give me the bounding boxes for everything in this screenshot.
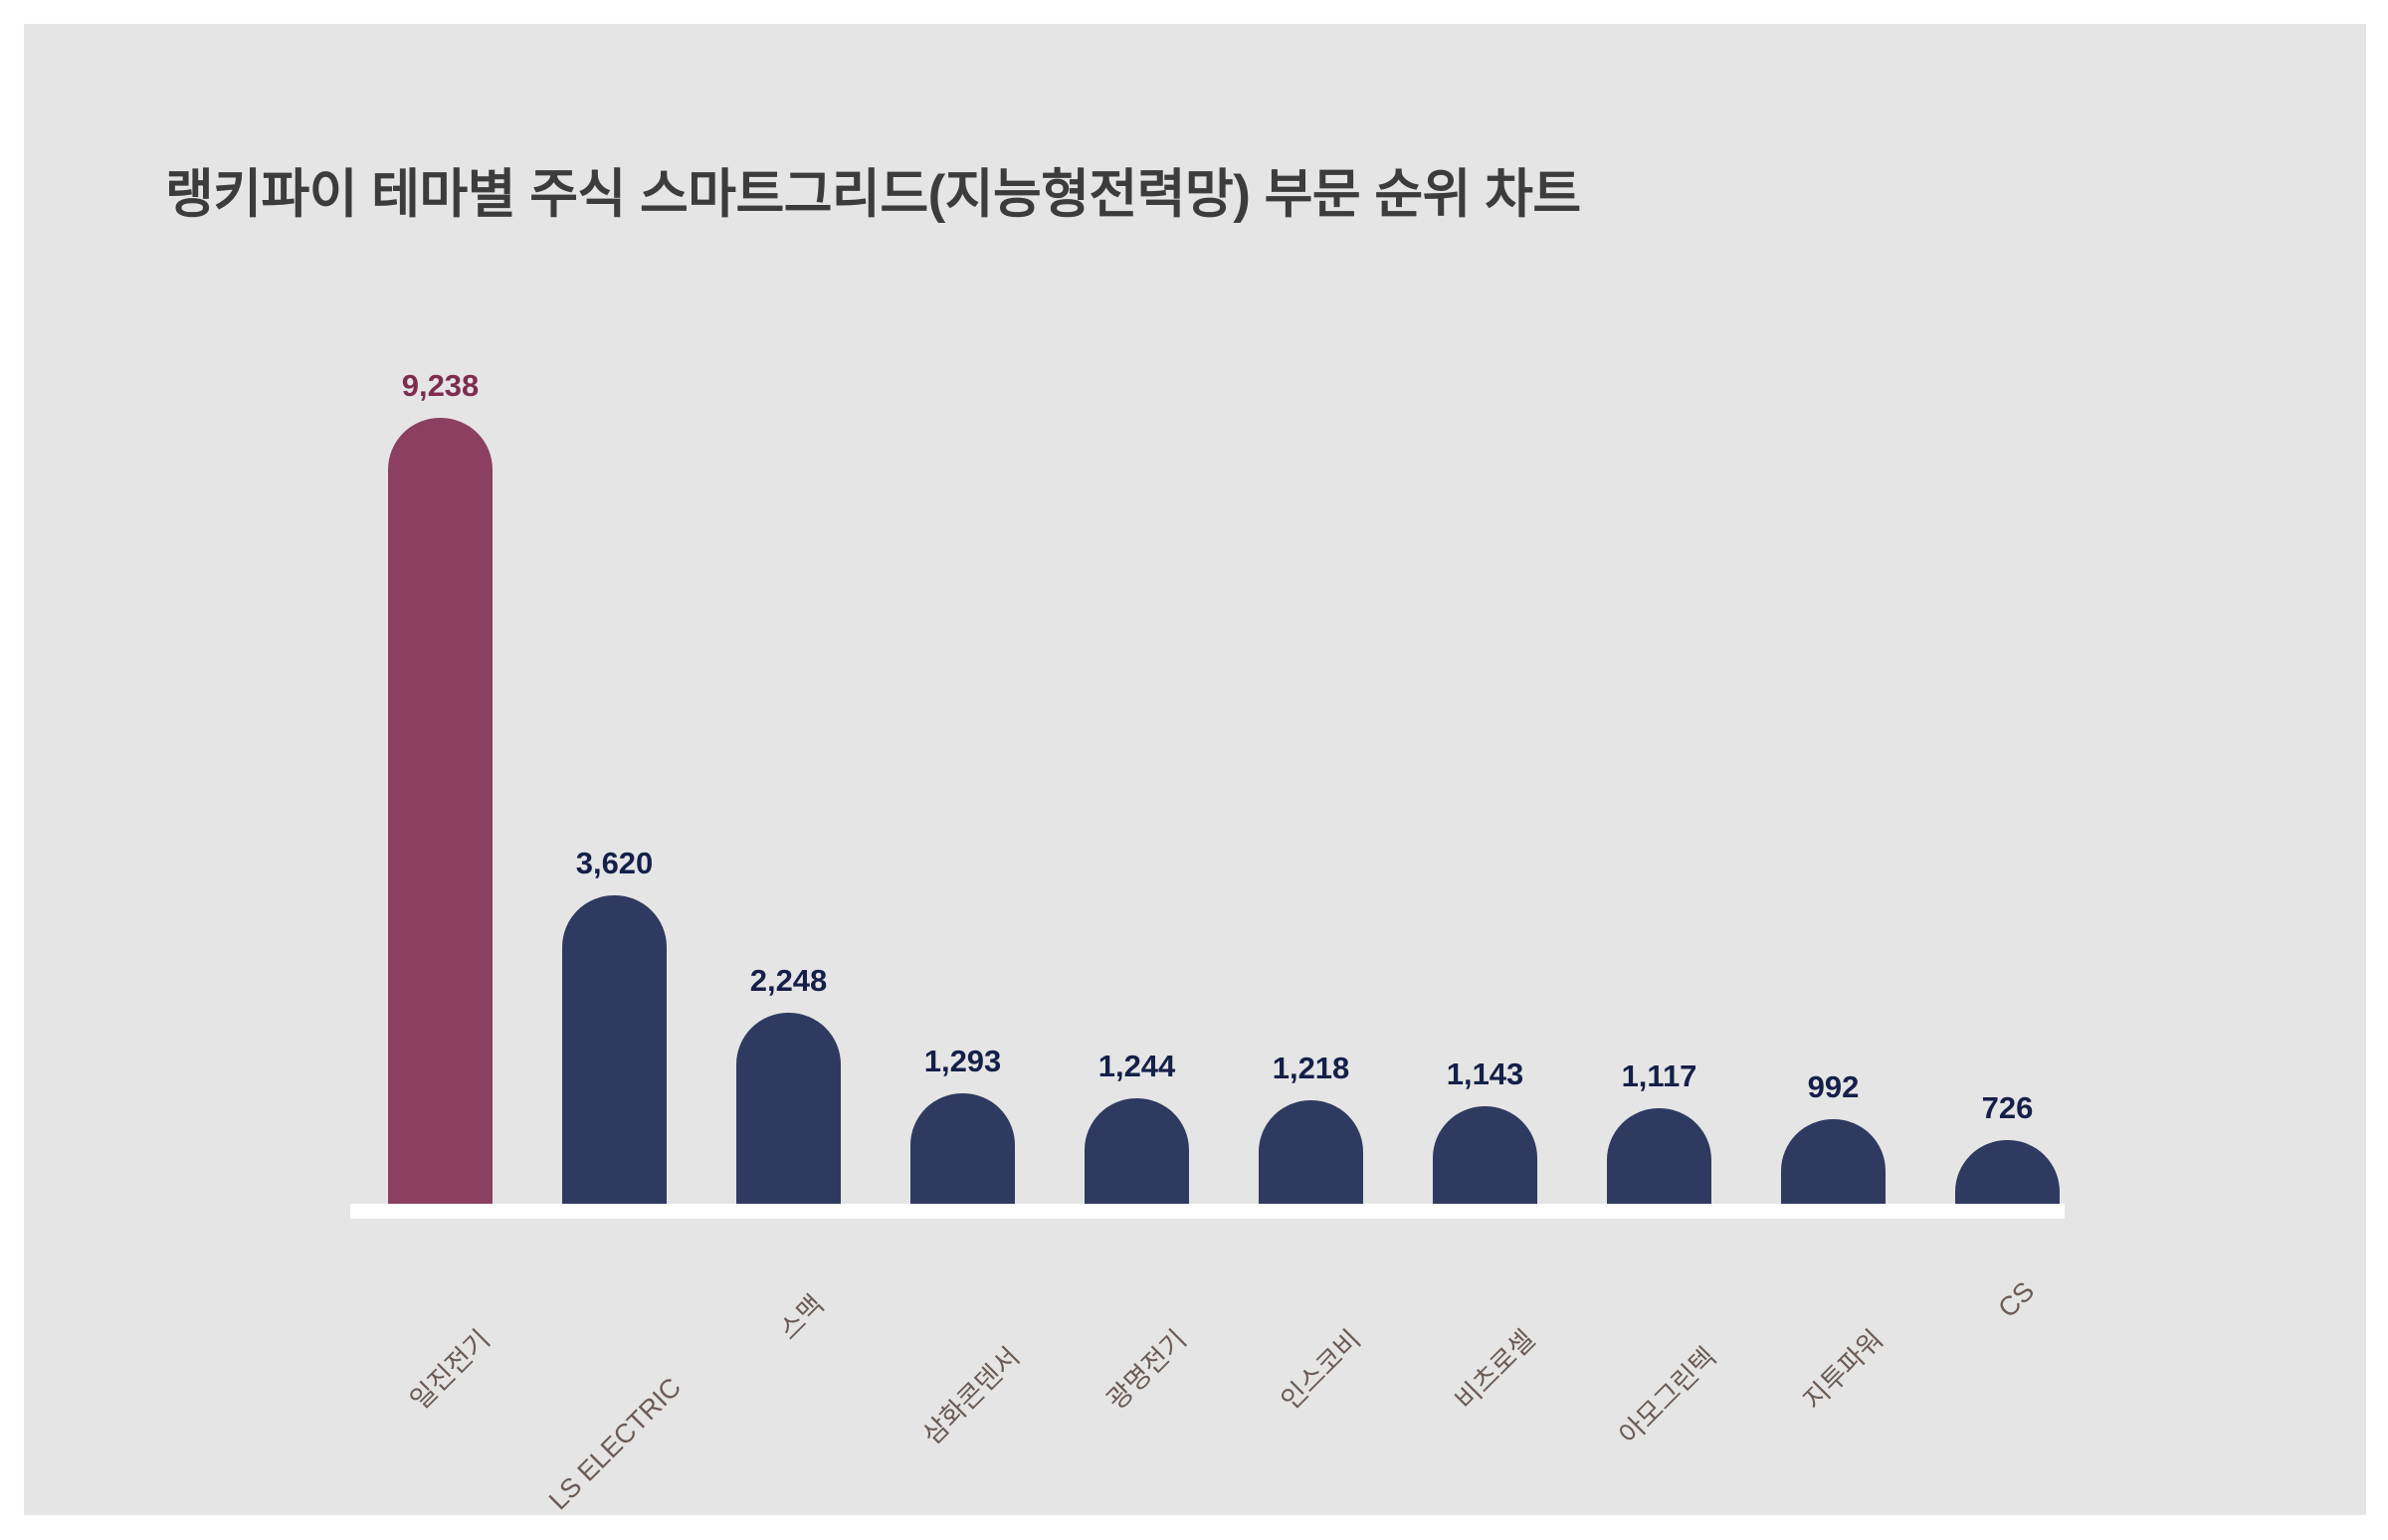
bar-value-label: 992 <box>1807 1069 1860 1105</box>
bar-value-label: 1,244 <box>1097 1048 1176 1083</box>
chart-panel: 랭키파이 테마별 주식 스마트그리드(지능형전력망) 부문 순위 차트 9,23… <box>24 24 2366 1515</box>
bar-value-label: 726 <box>1981 1090 2034 1125</box>
category-label: 스맥 <box>772 1289 830 1346</box>
category-label-wrap: 비츠로셀 <box>1433 1250 1539 1415</box>
bar-value-label: 3,620 <box>575 846 654 881</box>
bar[interactable] <box>1955 1140 2060 1204</box>
axis-baseline <box>350 1204 2065 1219</box>
category-label: 삼화콘덴서 <box>916 1341 1026 1450</box>
bar[interactable] <box>736 1012 841 1204</box>
category-label: LS ELECTRIC <box>542 1372 687 1515</box>
category-label-wrap: CS <box>1955 1250 2060 1324</box>
category-label-wrap: LS ELECTRIC <box>542 1250 686 1515</box>
category-label: CS <box>1991 1275 2040 1324</box>
bar-value-label: 1,218 <box>1272 1050 1350 1085</box>
category-label-wrap: 스맥 <box>736 1250 841 1345</box>
plot-area: 9,238 3,620 2,248 1,293 1,244 1,218 1,143 1,117… <box>24 24 2366 1515</box>
bar-value-label: 1,143 <box>1446 1057 1524 1092</box>
bar[interactable] <box>1607 1108 1711 1204</box>
category-label: 인스코비 <box>1275 1324 1366 1416</box>
bar[interactable] <box>1259 1099 1363 1204</box>
bar[interactable] <box>910 1093 1015 1204</box>
bar[interactable] <box>1433 1106 1537 1204</box>
category-label-wrap: 지투파워 <box>1781 1250 1888 1415</box>
bar-value-label: 1,117 <box>1621 1059 1697 1094</box>
bar-value-label: 2,248 <box>749 962 828 998</box>
category-label: 비츠로셀 <box>1449 1324 1540 1416</box>
category-label: 광명전기 <box>1100 1324 1192 1416</box>
bar-value-label: 9,238 <box>401 368 480 403</box>
bar[interactable] <box>388 418 493 1204</box>
category-label: 일진전기 <box>404 1324 496 1416</box>
category-label-wrap: 일진전기 <box>388 1250 495 1415</box>
bar[interactable] <box>1781 1119 1886 1204</box>
category-label: 아모그린텍 <box>1613 1341 1722 1450</box>
category-label: 지투파워 <box>1797 1324 1889 1416</box>
bar-value-label: 1,293 <box>923 1044 1002 1079</box>
category-label-wrap: 광명전기 <box>1085 1250 1191 1415</box>
category-label-wrap: 인스코비 <box>1259 1250 1365 1415</box>
category-label-wrap: 삼화콘덴서 <box>910 1250 1025 1450</box>
category-label-wrap: 아모그린텍 <box>1607 1250 1721 1450</box>
chart-title: 랭키파이 테마별 주식 스마트그리드(지능형전력망) 부문 순위 차트 <box>165 165 1581 224</box>
bar[interactable] <box>1085 1097 1189 1204</box>
bar[interactable] <box>562 895 667 1204</box>
